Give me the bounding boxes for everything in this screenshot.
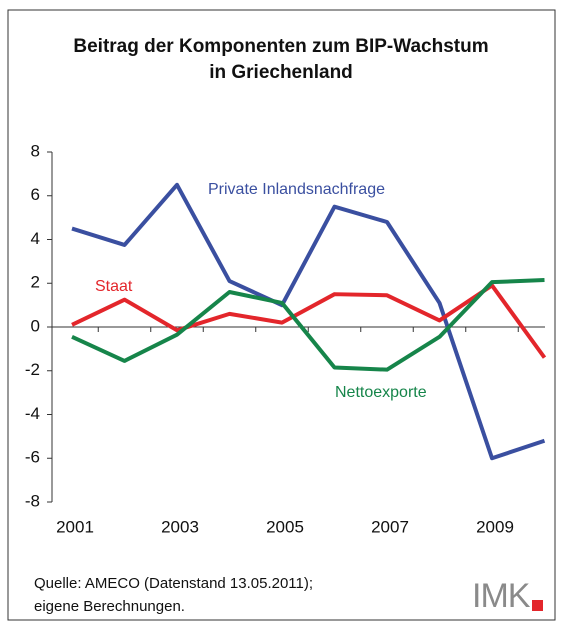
x-tick-label: 2001 [56, 517, 94, 536]
chart-title: Beitrag der Komponenten zum BIP-Wachstum [73, 36, 488, 57]
x-tick-label: 2003 [161, 517, 199, 536]
series-line [71, 182, 546, 461]
series-line [71, 283, 547, 359]
x-tick-label: 2005 [266, 517, 304, 536]
source-note: Quelle: AMECO (Datenstand 13.05.2011); [34, 575, 313, 592]
y-tick-label: -6 [25, 448, 40, 467]
y-tick-label: 4 [31, 229, 40, 248]
x-tick-label: 2007 [371, 517, 409, 536]
y-tick-label: 6 [31, 185, 40, 204]
series-label: Nettoexporte [335, 384, 427, 401]
logo: IMK [472, 577, 531, 615]
source-note: eigene Berechnungen. [34, 598, 185, 615]
series-label: Staat [95, 278, 133, 295]
logo-square [532, 600, 543, 611]
series-label: Private Inlandsnachfrage [208, 181, 385, 198]
series-line [71, 277, 545, 372]
x-tick-label: 2009 [476, 517, 514, 536]
y-tick-label: 2 [31, 273, 40, 292]
y-tick-label: -4 [25, 404, 40, 423]
frame [7, 9, 556, 621]
y-tick-label: -8 [25, 491, 40, 510]
y-tick-label: 8 [31, 141, 40, 160]
y-tick-label: -2 [25, 360, 40, 379]
y-tick-label: 0 [31, 316, 40, 335]
chart-title: in Griechenland [209, 62, 353, 83]
